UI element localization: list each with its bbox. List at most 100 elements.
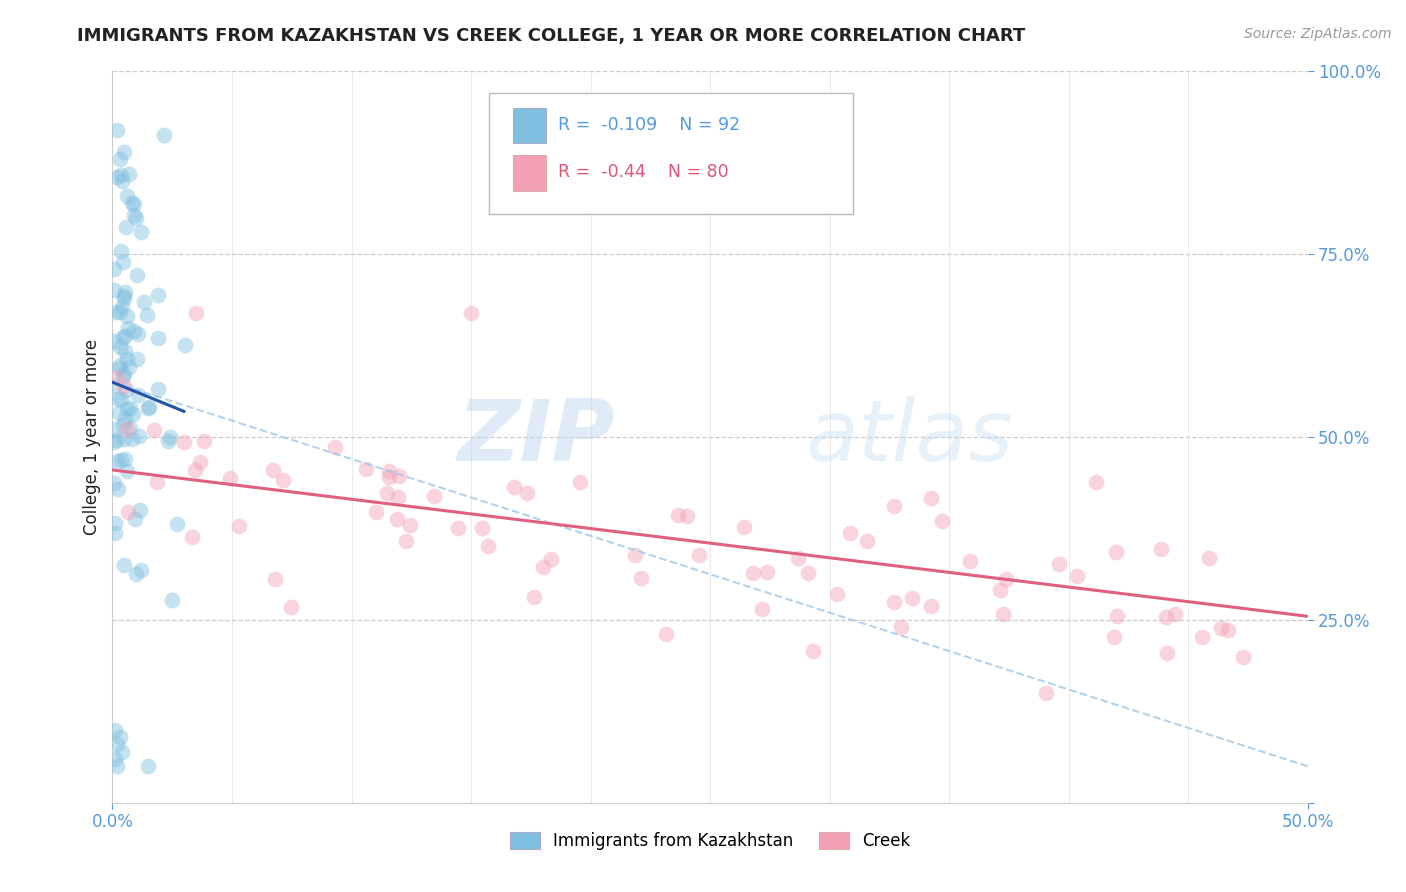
Point [110,244,132,259]
Point [756,565,779,579]
Point [131,563,153,577]
Point [883,595,905,609]
Point [186,306,208,320]
Point [920,599,942,613]
Point [920,491,942,506]
Point [1066,569,1088,583]
Point [1198,551,1220,566]
Point [142,423,165,437]
Point [112,432,135,446]
Point [1102,630,1125,644]
Point [988,582,1011,597]
Point [103,378,125,392]
Point [112,289,135,303]
Point [121,196,143,211]
Point [388,468,411,483]
Point [103,422,125,436]
Point [173,435,195,450]
Point [856,533,879,548]
Point [890,620,912,634]
Point [112,291,135,305]
Point [959,554,981,568]
Point [516,486,538,500]
Point [118,360,141,375]
Point [118,167,141,181]
Point [801,643,824,657]
Point [108,339,131,353]
Point [103,334,125,349]
Point [122,208,145,222]
Point [148,331,170,345]
Text: atlas: atlas [806,395,1014,479]
Point [385,512,408,526]
Point [105,737,128,751]
Point [108,305,131,319]
Point [111,255,134,269]
Point [103,475,125,490]
Point [114,285,136,299]
Point [114,384,136,398]
Point [107,406,129,420]
Point [125,211,148,225]
Point [112,558,135,573]
Point [1156,646,1178,660]
Point [105,170,128,185]
Text: Source: ZipAtlas.com: Source: ZipAtlas.com [1244,27,1392,41]
Point [136,401,159,415]
Point [160,593,183,607]
Point [395,533,418,548]
Point [1085,475,1108,489]
Bar [513,108,547,143]
Point [108,358,131,372]
Point [1105,609,1128,624]
Point [107,392,129,406]
Point [129,502,152,516]
Point [105,123,128,137]
Point [118,421,141,435]
Point [110,392,132,406]
Point [105,370,128,384]
Point [114,328,136,343]
Point [354,461,377,475]
Point [1035,685,1057,699]
Point [146,475,169,490]
Point [654,626,676,640]
Point [666,508,689,522]
Point [111,369,134,384]
Point [184,463,207,477]
Point [138,759,160,773]
Point [136,308,159,322]
Point [111,300,134,314]
Point [148,382,170,396]
Point [193,434,215,448]
Point [121,432,143,446]
Point [569,475,592,489]
Point [676,508,699,523]
Point [104,516,127,531]
Point [325,440,347,454]
Point [931,514,953,528]
Text: R =  -0.109    N = 92: R = -0.109 N = 92 [558,116,741,134]
Point [839,526,862,541]
Point [115,309,138,323]
Point [128,429,150,443]
Point [112,329,135,343]
Point [1149,541,1171,556]
Point [127,388,149,402]
Point [105,304,128,318]
Point [115,422,138,436]
Point [146,288,169,302]
Point [105,433,128,447]
Point [129,225,152,239]
Point [124,512,146,526]
Point [375,486,398,500]
Point [159,430,181,444]
Point [471,521,494,535]
Point [112,368,135,382]
Point [104,752,127,766]
Point [103,435,125,450]
Point [219,471,242,485]
Point [523,590,546,604]
Point [1209,621,1232,635]
Point [124,324,146,338]
